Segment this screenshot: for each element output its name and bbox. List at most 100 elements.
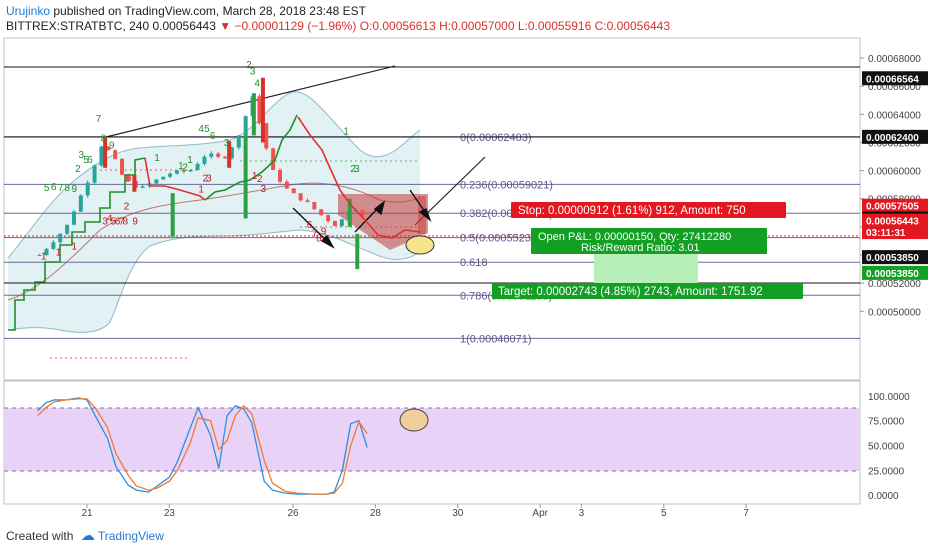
time-tick-label: 5 (661, 508, 667, 519)
trend-line[interactable] (105, 65, 396, 138)
candle-body (161, 176, 166, 180)
candle-body (236, 135, 241, 148)
publish-info: published on TradingView.com, March 28, … (53, 4, 366, 18)
signal-bar (170, 193, 175, 237)
created-with: Created with (6, 529, 74, 543)
candle-body (339, 219, 344, 227)
price-tag-label: 0.00056443 (866, 217, 919, 228)
td-count-down: 6 (115, 217, 121, 228)
close-value: C:0.00056443 (594, 19, 671, 33)
arrow-down-2 (409, 189, 432, 223)
author-link[interactable]: Urujinko (6, 4, 51, 18)
time-tick-label: 26 (287, 508, 299, 519)
candle-body (360, 210, 365, 217)
stochastic-axis[interactable]: 100.0000 75.0000 50.0000 25.0000 0.0000 (868, 392, 910, 502)
price-tick-label: 0.00050000 (868, 307, 921, 318)
signal-bar (132, 174, 137, 192)
price-tag (862, 129, 928, 144)
signal-bar (260, 77, 265, 143)
signal-bar (243, 135, 248, 219)
signal-bar (355, 233, 360, 270)
td-count-up: 5 (83, 155, 89, 166)
td-count-up: 7 (58, 183, 64, 194)
td-count-down: 1 (71, 242, 77, 253)
price-tag (862, 265, 928, 280)
td-count-up: 3 (224, 138, 230, 149)
fib-label: 1(0.00048071) (460, 333, 532, 345)
candle-body (126, 174, 131, 181)
stochastic-tick-label: 50.0000 (868, 441, 905, 452)
td-count-up: 3 (78, 150, 84, 161)
candle-body (168, 173, 173, 177)
candle-body (271, 148, 276, 170)
last-price: 0.00056443 (152, 19, 216, 33)
candle-body (113, 150, 118, 159)
candle-body (65, 224, 70, 234)
signal-bar (103, 136, 108, 168)
stochastic-tick-label: 75.0000 (868, 417, 905, 428)
td-count-up: 9 (71, 184, 77, 195)
open-value: O:0.00056613 (359, 19, 436, 33)
td-count-up: 8 (101, 133, 107, 144)
candle-body (71, 211, 76, 225)
trailing-stop-green (8, 157, 146, 331)
trailing-stop-red-2 (297, 116, 421, 239)
td-count-up: 4 (198, 124, 204, 135)
tradingview-brand[interactable]: TradingView (97, 529, 164, 543)
open-pl-text: Open P&L: 0.00000150, Qty: 27412280 (538, 231, 731, 243)
td-count-up: 5 (204, 124, 210, 135)
price-tick-label: 0.00064000 (868, 110, 921, 121)
signal-bar (251, 93, 256, 136)
td-count-up: 1 (154, 153, 160, 164)
trailing-stop-green-2 (204, 114, 298, 201)
candle-body (92, 165, 97, 183)
td-count-down: 7 (312, 229, 318, 240)
time-tick-label: 28 (370, 508, 382, 519)
pl-label: Open P&L: 0.00000150, Qty: 27412280 Risk… (531, 228, 767, 254)
td-count-up: 1 (178, 161, 184, 172)
signal-bar (347, 198, 352, 227)
price-tick-label: 0.00060000 (868, 167, 921, 178)
price-tag-label: 0.00057505 (866, 202, 919, 213)
stochastic-band (4, 408, 860, 471)
time-tick-label: 23 (164, 508, 176, 519)
td-count-down: 9 (321, 226, 327, 237)
fib-label: 0.5(0.00055237) (460, 233, 541, 245)
low-value: L:0.00055916 (517, 19, 592, 33)
td-count-up: 1 (187, 155, 193, 166)
candle-body (243, 116, 248, 136)
candle-body (154, 179, 159, 184)
td-count-up: 3 (354, 164, 360, 175)
time-axis[interactable]: 21 23 26 28 30 Apr 3 5 7 (81, 504, 749, 519)
arrow-down-1 (292, 207, 335, 249)
td-count-down: 5 (111, 217, 117, 228)
footer: Created with ☁ TradingView (6, 527, 164, 544)
price-change: −0.00001129 (−1.96%) (234, 19, 357, 33)
td-count-down: 6 (307, 220, 313, 231)
price-tick-label: 0.00068000 (868, 54, 921, 65)
td-count-up: 1 (343, 127, 349, 138)
td-count-up: 6 (87, 155, 93, 166)
td-count-up: 6 (210, 131, 216, 142)
td-count-down: 9 (132, 217, 138, 228)
candle-body (181, 170, 186, 172)
price-tag-label: 0.00053850 (866, 269, 919, 280)
candle-body (37, 255, 42, 257)
symbol-label[interactable]: BITTREX:STRATBTC, 240 (6, 19, 150, 33)
price-tag-label: 0.00062400 (866, 133, 919, 144)
candle-body (85, 182, 90, 196)
candle-body (78, 195, 83, 212)
candles (37, 77, 365, 270)
td-count-up: 2 (182, 162, 188, 173)
td-count-down: 1 (41, 252, 47, 263)
bollinger-upper (7, 91, 421, 259)
stochastic-tick-label: 100.0000 (868, 392, 910, 403)
stochastic-highlight (399, 408, 429, 432)
price-tag (862, 198, 928, 213)
candle-body (99, 146, 104, 166)
highlight-circle (405, 235, 435, 255)
td-count-up: 9 (109, 141, 115, 152)
